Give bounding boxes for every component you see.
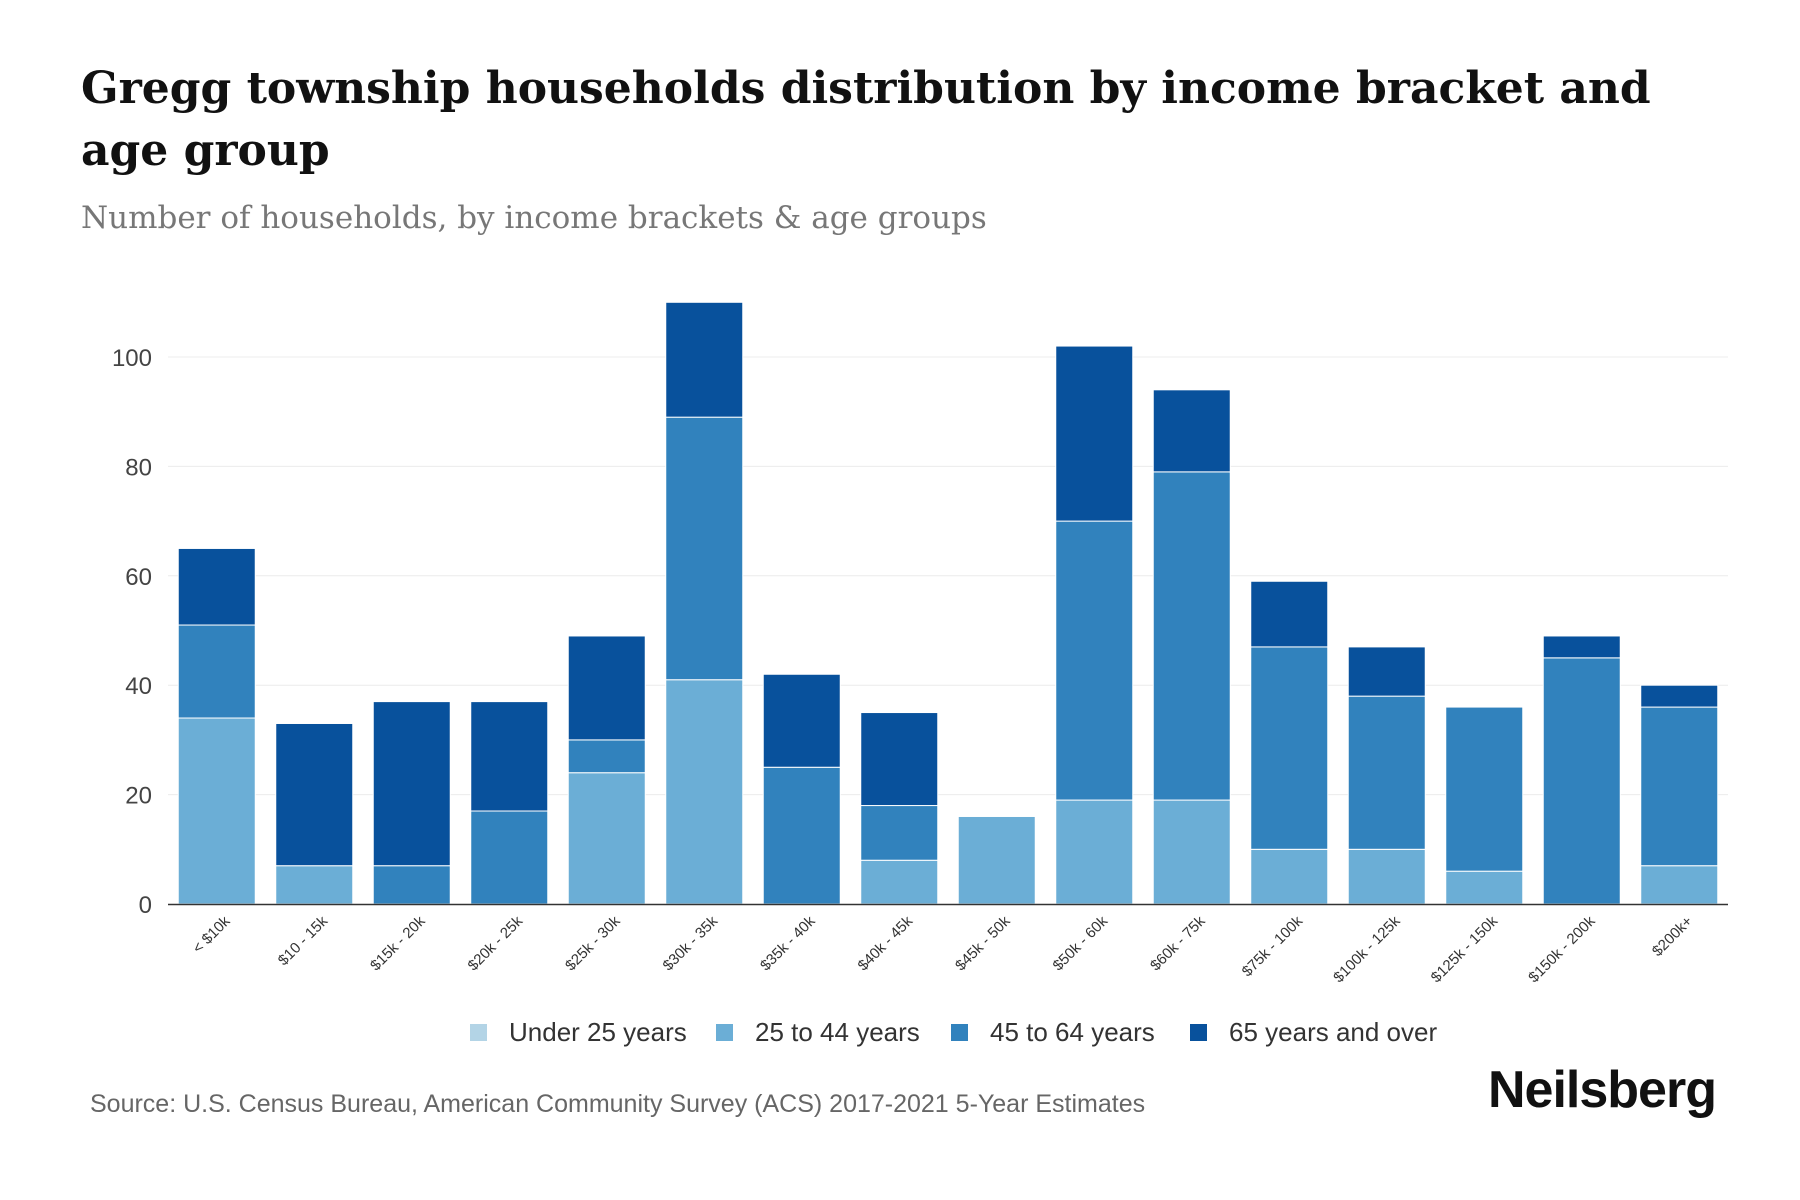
x-tick-label: $25k - 30k — [562, 912, 624, 974]
y-tick-label: 40 — [125, 673, 152, 700]
bar-segment — [177, 547, 256, 626]
bar-segment — [1542, 657, 1621, 905]
bar-segment — [470, 810, 549, 905]
x-tick-label: $50k - 60k — [1050, 912, 1112, 974]
bar-segment — [1250, 646, 1329, 850]
bar-segment — [1152, 389, 1231, 473]
bar-segment — [1055, 799, 1134, 905]
y-tick-label: 0 — [139, 892, 152, 919]
bar-segment — [372, 865, 451, 905]
bar-segment — [1347, 848, 1426, 905]
bar-segment — [177, 624, 256, 719]
bar-segment — [1542, 635, 1621, 659]
bar-segment — [1640, 706, 1719, 867]
x-tick-label: $10 - 15k — [275, 912, 332, 969]
bar-segment — [665, 416, 744, 681]
bar-segment — [372, 701, 451, 867]
bar-segment — [567, 739, 646, 774]
legend-label: 65 years and over — [1229, 1017, 1437, 1047]
bar-segment — [275, 865, 354, 905]
bar-segment — [860, 859, 939, 905]
x-tick-label: < $10k — [189, 912, 234, 957]
bar-segment — [1347, 695, 1426, 850]
y-axis-ticks: 0 20 40 60 80 100 — [112, 345, 152, 919]
x-tick-label: $200k+ — [1649, 913, 1696, 960]
bar-segment — [567, 635, 646, 741]
bar-segment — [1250, 580, 1329, 648]
bar-segment — [762, 673, 841, 768]
x-tick-label: $125k - 150k — [1428, 912, 1502, 986]
stacked-bar-chart: 0 20 40 60 80 100 < $10k $10 - 15k $15k - 20k $2… — [112, 301, 1728, 1047]
bar-segment — [1347, 646, 1426, 697]
bar-segment — [1445, 870, 1524, 905]
bar-segment — [860, 805, 939, 861]
x-tick-label: $15k - 20k — [367, 912, 429, 974]
x-axis-ticks: < $10k $10 - 15k $15k - 20k $20k - 25k $25k … — [189, 912, 1696, 986]
chart-subtitle: Number of households, by income brackets… — [81, 200, 987, 236]
x-tick-label: $40k - 45k — [855, 912, 917, 974]
bar-segment — [1445, 706, 1524, 872]
x-tick-label: $30k - 35k — [660, 912, 722, 974]
x-tick-label: $60k - 75k — [1147, 912, 1209, 974]
bar-segment — [1640, 865, 1719, 905]
bar-segment — [665, 679, 744, 905]
bar-segment — [1640, 684, 1719, 708]
bar-segment — [275, 722, 354, 867]
bar-segment — [860, 712, 939, 807]
legend-swatch — [951, 1024, 968, 1041]
x-tick-label: $150k - 200k — [1525, 912, 1599, 986]
bar-segment — [177, 717, 256, 905]
bars — [177, 301, 1719, 905]
x-tick-label: $35k - 40k — [757, 912, 819, 974]
bar-segment — [1250, 848, 1329, 905]
bar-segment — [1055, 520, 1134, 801]
bar-segment — [957, 815, 1036, 905]
x-tick-label: $75k - 100k — [1239, 912, 1307, 980]
legend-label: 25 to 44 years — [755, 1017, 920, 1047]
y-tick-label: 20 — [125, 783, 152, 810]
legend-swatch — [716, 1024, 733, 1041]
legend-swatch — [470, 1024, 487, 1041]
x-tick-label: $45k - 50k — [952, 912, 1014, 974]
legend-label: 45 to 64 years — [990, 1017, 1155, 1047]
x-tick-label: $20k - 25k — [465, 912, 527, 974]
bar-segment — [567, 772, 646, 905]
legend: Under 25 years 25 to 44 years 45 to 64 yea… — [470, 1017, 1437, 1047]
y-tick-label: 80 — [125, 454, 152, 481]
bar-segment — [1055, 345, 1134, 522]
chart-title: Gregg township households distribution b… — [81, 63, 1651, 176]
bar-segment — [762, 766, 841, 905]
bar-segment — [1152, 799, 1231, 905]
legend-swatch — [1190, 1024, 1207, 1041]
legend-label: Under 25 years — [509, 1017, 687, 1047]
brand-logo: Neilsberg — [1488, 1061, 1717, 1119]
y-tick-label: 60 — [125, 564, 152, 591]
source-note: Source: U.S. Census Bureau, American Com… — [90, 1090, 1146, 1118]
x-tick-label: $100k - 125k — [1330, 912, 1404, 986]
y-tick-label: 100 — [112, 345, 152, 372]
bar-segment — [665, 301, 744, 418]
bar-segment — [1152, 471, 1231, 801]
bar-segment — [470, 701, 549, 812]
